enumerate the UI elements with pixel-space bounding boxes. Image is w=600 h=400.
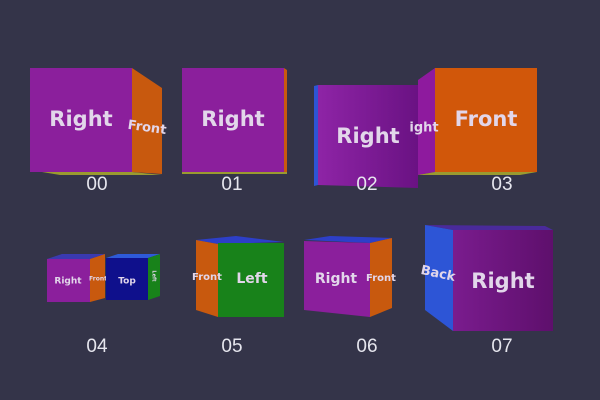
cube-label: 01 <box>221 174 242 195</box>
cube-label: 03 <box>491 174 512 195</box>
cube-label: 05 <box>221 336 242 357</box>
face-text: Right <box>315 271 358 287</box>
cube-label: 06 <box>356 336 377 357</box>
cube: Right 02 <box>314 85 418 195</box>
face-text: Right <box>49 107 112 131</box>
face-text: Front <box>127 118 168 138</box>
cube-label: 00 <box>86 174 107 195</box>
cube: Right Front Top Left 04 <box>47 254 160 357</box>
cube: Right 01 <box>182 68 287 195</box>
face-text: Right <box>336 124 399 148</box>
cube-label: 04 <box>86 336 108 357</box>
face-text: Front <box>192 272 222 283</box>
face-text: Front <box>455 107 518 131</box>
face-text: Left <box>236 271 268 287</box>
face-text: Top <box>118 277 136 287</box>
cube: Front Left 05 <box>192 236 284 357</box>
cube: Back Right 07 <box>419 225 553 357</box>
face-text: Right <box>471 269 534 293</box>
cube: Right Front 00 <box>30 68 167 195</box>
face-text: Right <box>201 107 264 131</box>
cube: ight Front 03 <box>409 68 537 195</box>
cube-label: 07 <box>491 336 512 357</box>
face-text: ight <box>409 121 438 136</box>
face-text: Front <box>366 273 396 284</box>
cube: Right Front 06 <box>304 236 396 357</box>
face-text: Left <box>151 270 157 282</box>
face-text: Back <box>419 263 457 285</box>
face-text: Right <box>54 277 82 287</box>
face-text: Front <box>89 276 107 283</box>
cube-label: 02 <box>356 174 377 195</box>
